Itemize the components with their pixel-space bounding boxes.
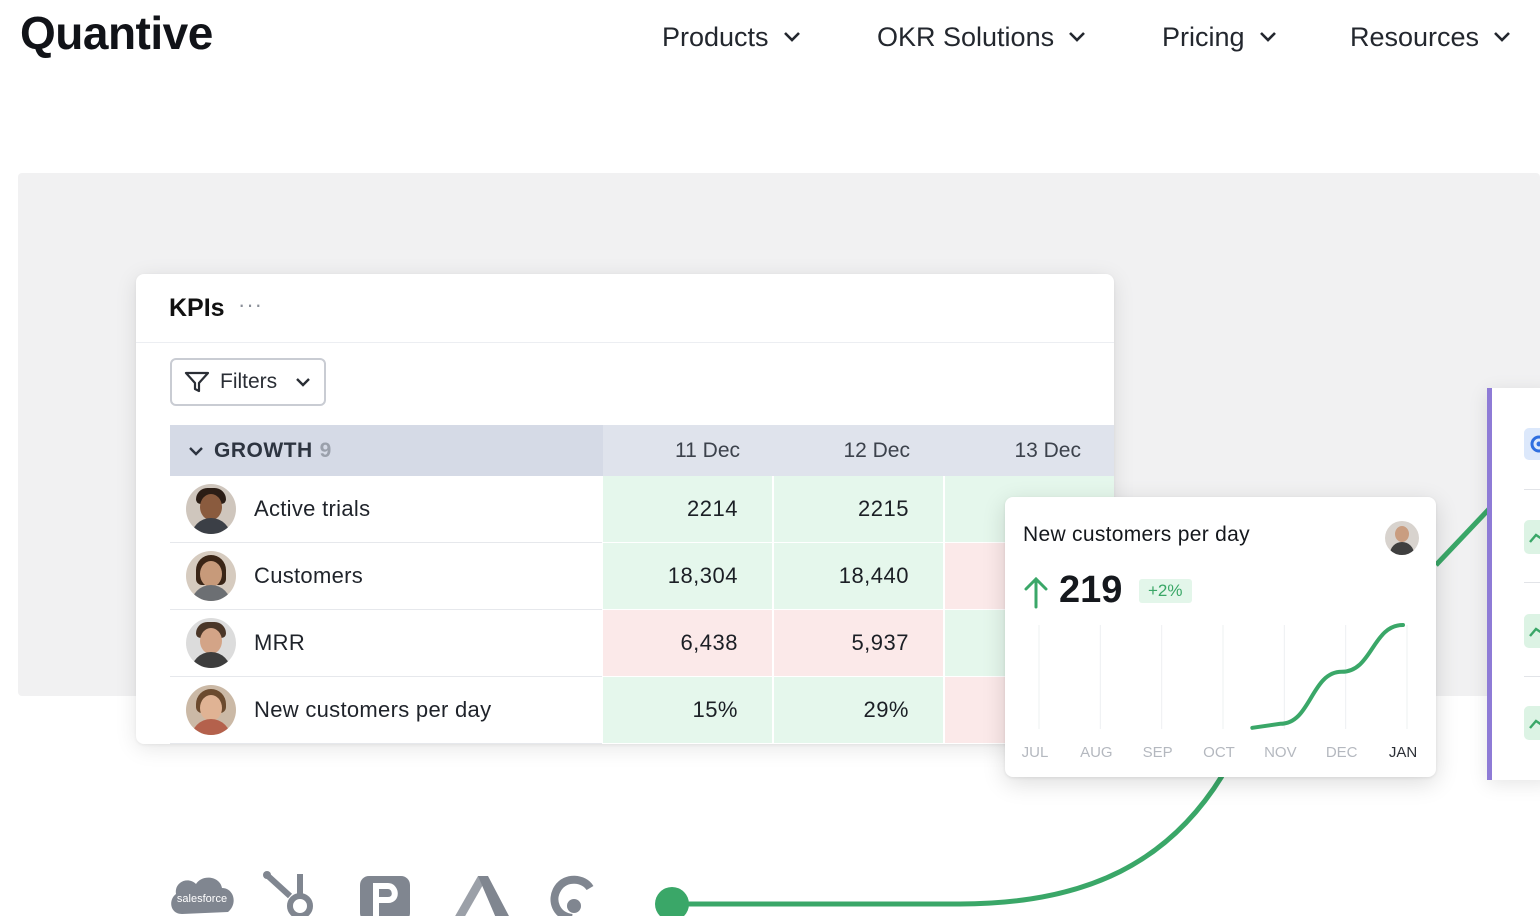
google-ads-logo <box>455 876 509 916</box>
kpi-value-cell: 15% <box>603 677 772 743</box>
kpi-card-title: KPIs <box>169 294 225 322</box>
nav-okr-solutions-label: OKR Solutions <box>877 21 1055 52</box>
filters-label: Filters <box>220 370 278 393</box>
nav-products[interactable]: Products <box>662 18 801 56</box>
chevron-down-icon <box>296 378 311 387</box>
chevron-down-icon <box>189 446 203 456</box>
trend-line-icon[interactable] <box>1524 520 1540 554</box>
nav-resources-label: Resources <box>1350 21 1480 52</box>
kpi-name: Active trials <box>254 496 371 521</box>
kpi-value-cell: 29% <box>774 677 943 743</box>
chart-x-tick-label: OCT <box>1203 744 1235 761</box>
column-header-date: 12 Dec <box>843 438 910 462</box>
avatar <box>186 551 236 601</box>
chart-x-tick-label: NOV <box>1264 744 1297 761</box>
table-row[interactable]: New customers per day 15% 29% <box>170 677 1114 744</box>
side-panel <box>1487 388 1540 780</box>
row-label-cell: Active trials <box>170 476 602 543</box>
table-row[interactable]: MRR 6,438 5,937 <box>170 610 1114 677</box>
avatar <box>186 618 236 668</box>
chart-x-tick-label: SEP <box>1143 744 1173 761</box>
kpi-table-header: GROWTH 9 11 Dec 12 Dec 13 Dec <box>170 425 1114 476</box>
hubspot-logo <box>263 871 313 916</box>
main-navigation: Products OKR Solutions Pricing Resources <box>0 18 1540 58</box>
chevron-down-icon <box>1259 32 1276 42</box>
chartmogul-logo <box>550 875 594 916</box>
nav-resources[interactable]: Resources <box>1350 18 1511 56</box>
row-label-cell: MRR <box>170 610 602 677</box>
group-count: 9 <box>319 438 332 462</box>
connector-curve-bottom <box>672 774 1225 907</box>
chart-x-tick-label: AUG <box>1080 744 1113 761</box>
chart-x-tick-label: DEC <box>1326 744 1358 761</box>
kpi-card-header: KPIs ··· <box>136 274 1114 343</box>
mini-line-chart: JUL AUG SEP OCT NOV DEC JAN <box>1022 623 1417 761</box>
group-name: GROWTH <box>214 438 313 462</box>
table-row[interactable]: Customers 18,304 18,440 <box>170 543 1114 610</box>
kpi-card: KPIs ··· Filters GROWTH 9 11 Dec 12 Dec … <box>136 274 1114 744</box>
popup-value: 219 <box>1059 569 1123 611</box>
nav-okr-solutions[interactable]: OKR Solutions <box>877 18 1086 56</box>
table-row[interactable]: Active trials 2214 2215 <box>170 476 1114 543</box>
chart-x-tick-label: JAN <box>1389 744 1417 761</box>
avatar <box>1385 521 1419 555</box>
nav-pricing-label: Pricing <box>1162 21 1245 52</box>
nav-pricing[interactable]: Pricing <box>1162 18 1277 56</box>
nav-products-label: Products <box>662 21 769 52</box>
row-label-cell: Customers <box>170 543 602 610</box>
popup-title: New customers per day <box>1023 523 1250 546</box>
delta-badge: +2% <box>1139 579 1192 603</box>
chart-x-tick-label: JUL <box>1022 744 1049 761</box>
kpi-value-cell: 2215 <box>774 476 943 542</box>
filters-button[interactable]: Filters <box>170 358 326 406</box>
chevron-down-icon <box>1069 32 1086 42</box>
quantive-logo[interactable]: Quantive <box>20 7 213 59</box>
salesforce-logo: salesforce <box>171 877 234 914</box>
salesforce-logo-text: salesforce <box>177 893 227 905</box>
kpi-value-cell: 18,440 <box>774 543 943 609</box>
kpi-name: MRR <box>254 630 306 655</box>
kpi-value-cell: 6,438 <box>603 610 772 676</box>
kpi-value-cell: 18,304 <box>603 543 772 609</box>
target-icon[interactable] <box>1524 428 1540 460</box>
filter-funnel-icon <box>184 371 210 393</box>
chevron-down-icon <box>1494 32 1510 42</box>
avatar <box>186 685 236 735</box>
kpi-value-cell: 5,937 <box>774 610 943 676</box>
kpi-value-cell: 2214 <box>603 476 772 542</box>
pipedrive-logo <box>360 876 410 916</box>
trend-line-icon[interactable] <box>1524 706 1540 740</box>
row-label-cell: New customers per day <box>170 677 602 744</box>
column-header-date: 13 Dec <box>1014 438 1081 462</box>
trend-line-icon[interactable] <box>1524 614 1540 648</box>
kpi-name: New customers per day <box>254 697 492 722</box>
column-header-date: 11 Dec <box>675 438 740 462</box>
trend-up-arrow-icon <box>1024 576 1048 609</box>
more-options-icon[interactable]: ··· <box>238 292 263 317</box>
avatar <box>186 484 236 534</box>
kpi-detail-popup[interactable]: New customers per day 219 +2% JUL AUG SEP O… <box>1005 497 1436 777</box>
group-toggle[interactable]: GROWTH 9 <box>170 425 603 476</box>
kpi-name: Customers <box>254 563 364 588</box>
chevron-down-icon <box>783 32 800 42</box>
chart-series-line <box>1250 623 1405 730</box>
integration-logos: salesforce <box>0 860 700 916</box>
